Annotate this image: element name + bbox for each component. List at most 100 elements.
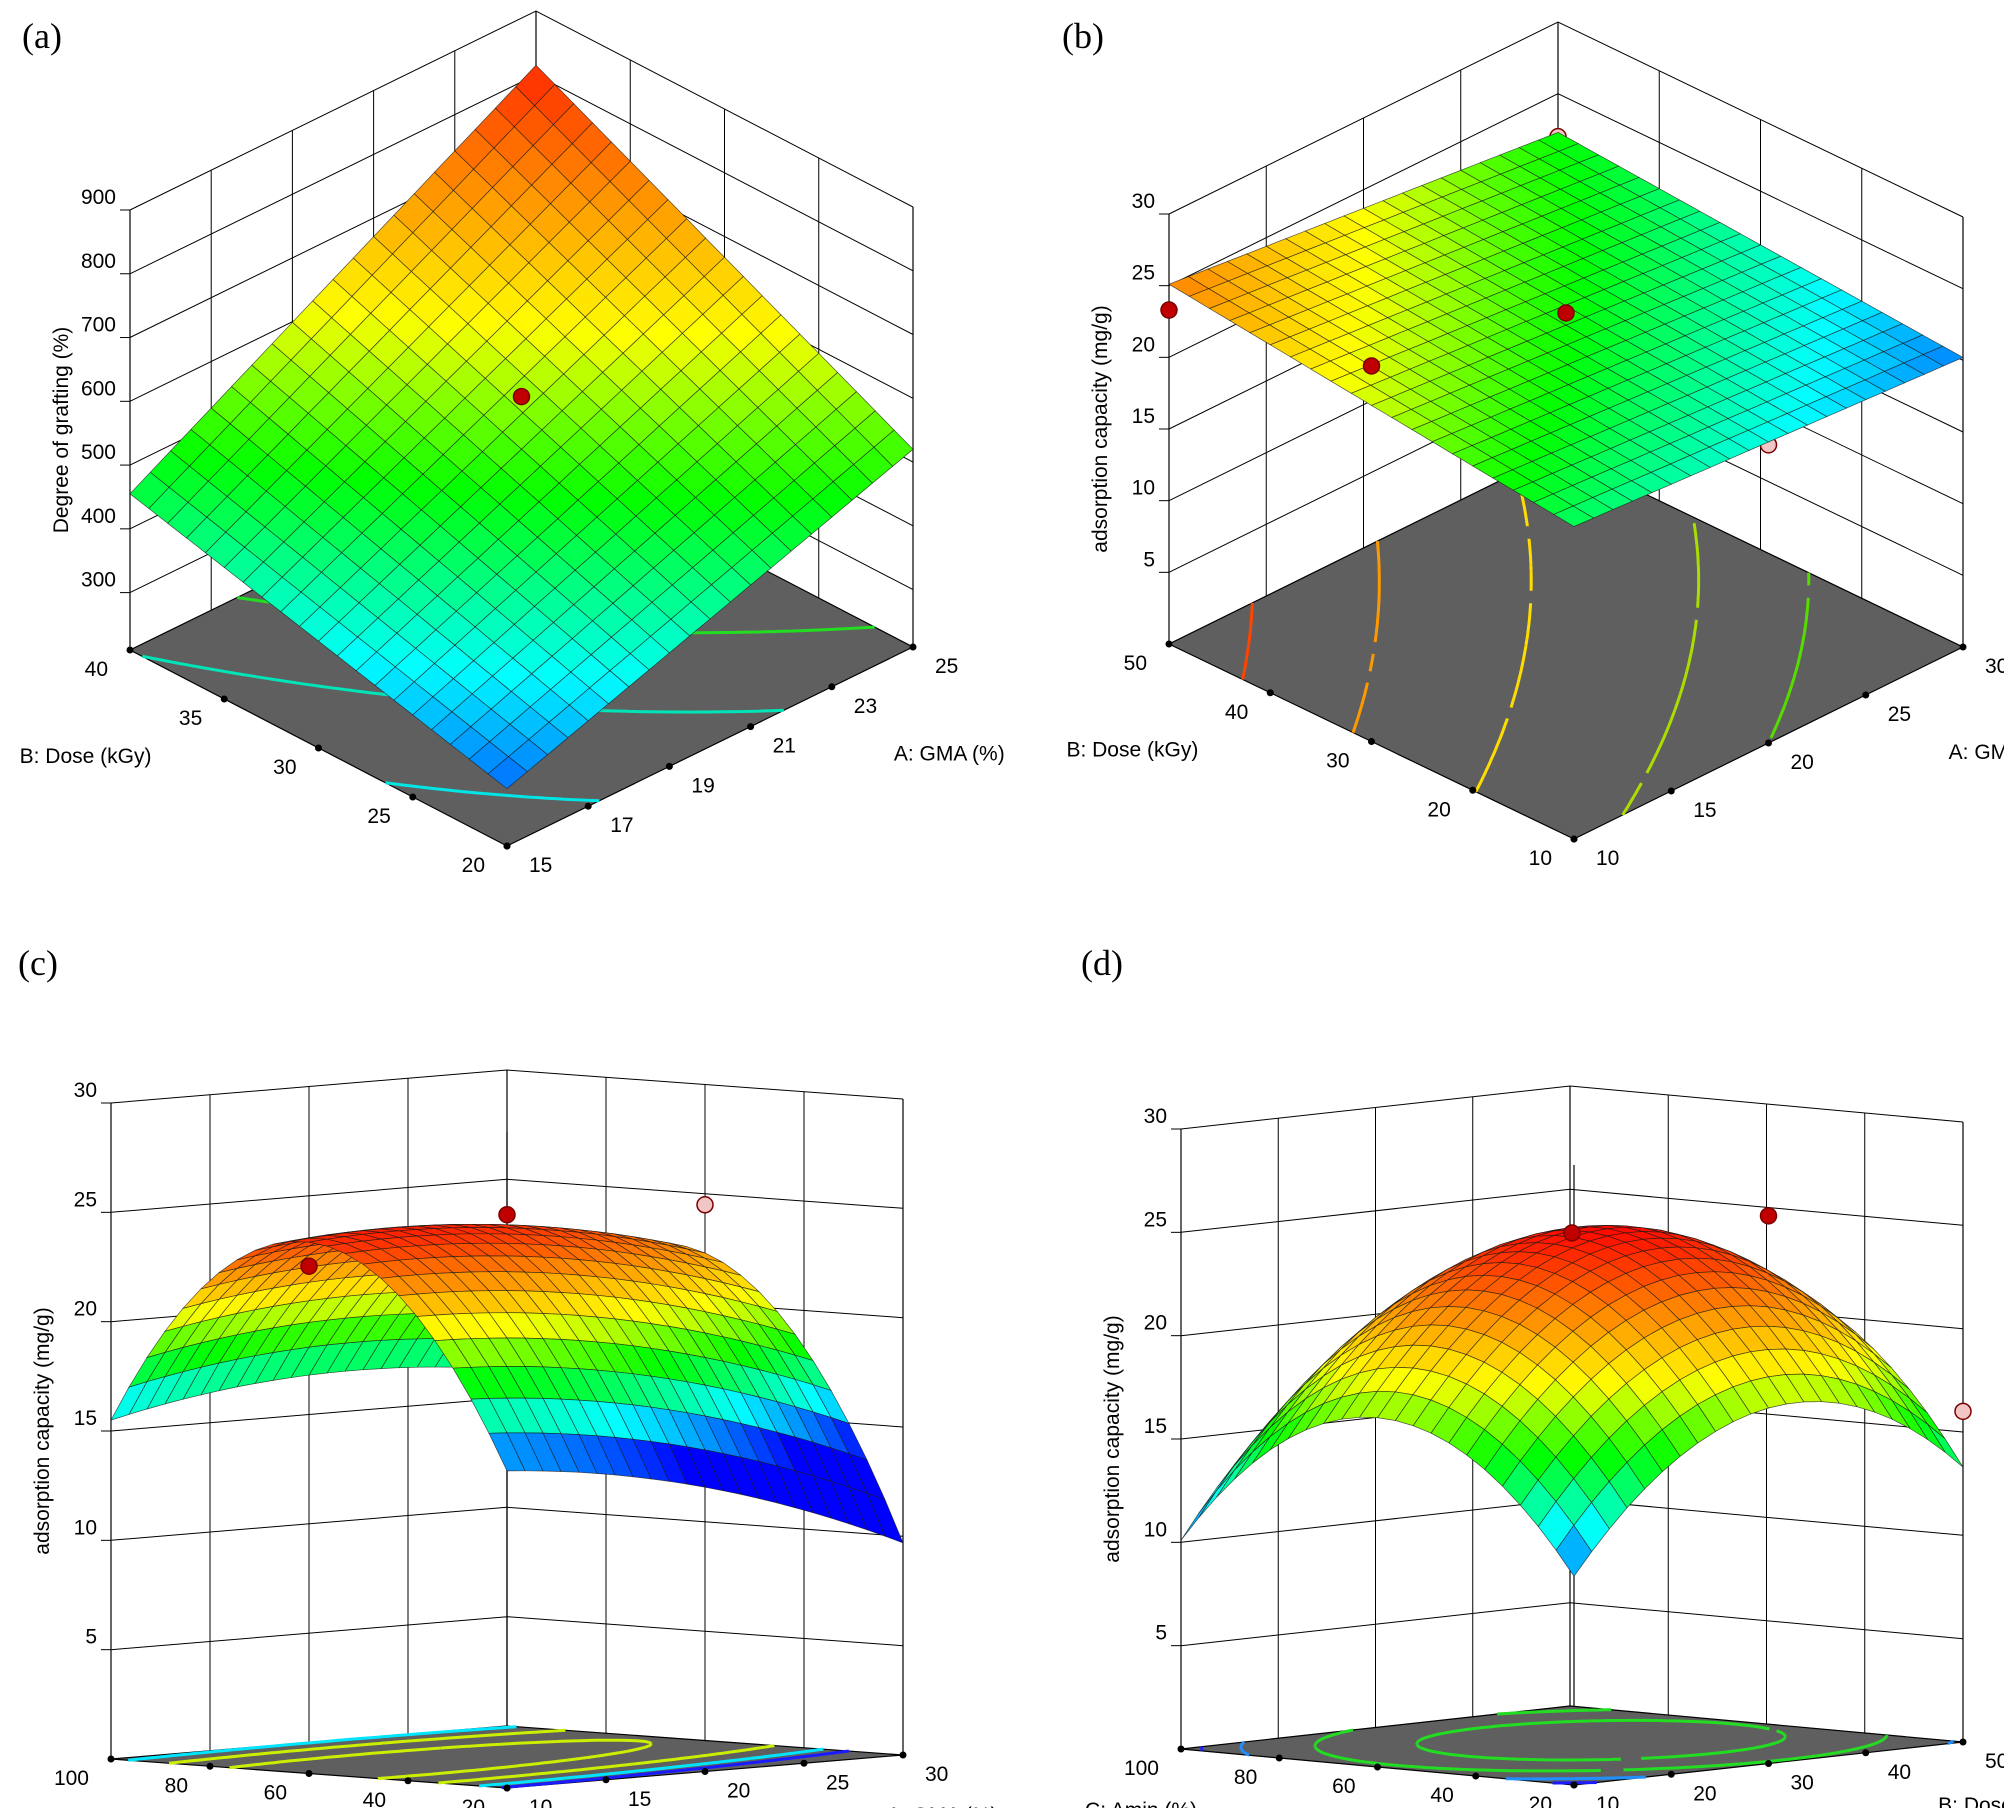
x-tick-label: 20 — [1693, 1782, 1716, 1805]
x-tick-mark — [1959, 643, 1967, 651]
contour-line — [1769, 572, 1811, 739]
x-tick-label: 20 — [1791, 751, 1814, 774]
x-tick-mark — [1959, 1738, 1967, 1746]
z-tick-label: 5 — [85, 1626, 97, 1649]
design-point — [498, 1205, 516, 1224]
surface-cell — [1553, 505, 1595, 527]
z-tick-label: 30 — [74, 1079, 97, 1102]
x-axis-title: B: Dose (kGy) — [1938, 1794, 2004, 1808]
z-tick-label: 400 — [81, 505, 116, 528]
panel-label: (c) — [18, 943, 58, 983]
z-tick-label: 30 — [1132, 190, 1155, 213]
x-tick-label: 20 — [727, 1780, 750, 1803]
y-tick-label: 40 — [85, 658, 108, 681]
contour-line — [229, 1738, 653, 1780]
x-tick-label: 40 — [1888, 1761, 1911, 1784]
x-tick-mark — [909, 643, 917, 651]
design-point — [1759, 1207, 1778, 1225]
chart-panel-d: (d) 10 20 30 40 50 20 40 60 80 100 5 10 15 20 25 30 B: Do… — [1081, 943, 2004, 1808]
x-axis-title: A: GMA (%) — [887, 1804, 998, 1808]
y-tick-mark — [1275, 1754, 1283, 1762]
response-surface — [1168, 132, 1964, 527]
z-tick-label: 15 — [1132, 405, 1155, 428]
x-tick-mark — [1765, 739, 1772, 747]
design-point — [1563, 1224, 1581, 1242]
x-tick-label: 30 — [925, 1763, 948, 1786]
x-tick-label: 30 — [1985, 655, 2004, 678]
z-tick-label: 25 — [1132, 262, 1155, 285]
y-tick-mark — [1266, 689, 1274, 697]
x-tick-label: 10 — [1596, 847, 1619, 870]
z-tick-label: 300 — [81, 569, 116, 592]
y-axis-title: B: Dose (kGy) — [1066, 739, 1198, 762]
x-tick-label: 15 — [529, 854, 552, 877]
contour-line — [1474, 472, 1533, 793]
y-tick-label: 60 — [264, 1782, 287, 1805]
x-tick-mark — [1765, 1760, 1772, 1767]
z-tick-label: 15 — [74, 1407, 97, 1430]
y-tick-label: 20 — [1529, 1793, 1552, 1808]
x-tick-mark — [602, 1776, 610, 1784]
contour-line — [1415, 1718, 1787, 1762]
x-tick-mark — [1667, 1770, 1675, 1778]
surface-cell — [488, 1432, 526, 1472]
y-tick-mark — [305, 1770, 313, 1777]
design-point — [1362, 357, 1381, 375]
z-axis-title: adsorption capacity (mg/g) — [1089, 305, 1112, 552]
y-tick-mark — [1374, 1763, 1381, 1771]
z-tick-label: 5 — [1155, 1622, 1167, 1645]
y-tick-label: 80 — [165, 1774, 188, 1797]
design-point — [512, 387, 531, 406]
z-tick-label: 10 — [1132, 477, 1155, 500]
x-tick-label: 21 — [773, 735, 796, 758]
x-tick-mark — [1862, 691, 1870, 699]
z-tick-label: 20 — [74, 1298, 97, 1321]
x-axis-title: A: GMA (%) — [1949, 741, 2004, 764]
z-tick-label: 700 — [81, 314, 116, 337]
response-surface — [110, 1223, 904, 1544]
y-tick-mark — [107, 1755, 115, 1763]
panel-label: (b) — [1062, 16, 1104, 56]
y-tick-label: 25 — [367, 805, 390, 828]
z-tick-label: 5 — [1143, 548, 1155, 571]
y-tick-label: 50 — [1124, 652, 1147, 675]
y-tick-label: 10 — [1529, 847, 1552, 870]
x-tick-mark — [800, 1759, 808, 1767]
y-tick-mark — [503, 842, 511, 850]
panel-label: (d) — [1081, 943, 1123, 983]
z-tick-label: 25 — [1144, 1208, 1167, 1231]
y-tick-label: 100 — [1124, 1757, 1159, 1780]
y-tick-mark — [1570, 835, 1578, 843]
z-tick-label: 600 — [81, 377, 116, 400]
chart-panel-c: (c) 10 15 20 25 30 20 40 60 80 100 5 10 15 20 25 30 A: GM… — [16, 943, 998, 1808]
surface-cell — [487, 756, 528, 790]
x-tick-mark — [1862, 1749, 1870, 1757]
y-axis-title: B: Dose (kGy) — [20, 745, 152, 768]
response-surface — [129, 64, 914, 790]
x-tick-mark — [747, 723, 755, 731]
x-tick-label: 15 — [628, 1788, 651, 1808]
x-tick-label: 23 — [854, 695, 877, 718]
y-tick-label: 20 — [462, 1796, 485, 1808]
design-point-below — [696, 1196, 714, 1214]
x-tick-label: 25 — [1888, 703, 1911, 726]
design-point — [1160, 301, 1178, 319]
x-tick-label: 10 — [529, 1796, 552, 1808]
z-axis-title: Degree of grafting (%) — [50, 327, 73, 534]
panel-label: (a) — [22, 16, 62, 56]
contour-line — [385, 781, 600, 803]
x-tick-mark — [1667, 787, 1675, 795]
contour-line — [1621, 522, 1701, 816]
x-tick-label: 19 — [691, 774, 714, 797]
y-tick-mark — [126, 646, 134, 654]
z-tick-label: 20 — [1144, 1312, 1167, 1335]
x-tick-label: 25 — [935, 655, 958, 678]
design-point-below — [1954, 1402, 1972, 1421]
contour-line — [1351, 540, 1381, 734]
y-tick-mark — [1472, 1772, 1480, 1780]
z-tick-label: 800 — [81, 250, 116, 273]
x-tick-label: 30 — [1791, 1772, 1814, 1795]
y-tick-label: 40 — [1430, 1784, 1453, 1807]
z-tick-label: 20 — [1132, 333, 1155, 356]
surface-cell — [1555, 1524, 1593, 1577]
